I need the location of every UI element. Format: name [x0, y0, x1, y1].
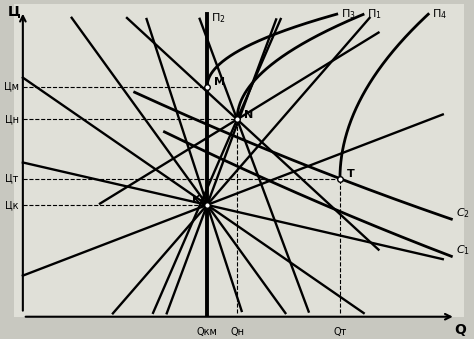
Text: Цм: Цм [4, 81, 18, 92]
Text: M: M [214, 77, 225, 87]
Text: Ц: Ц [8, 4, 21, 18]
Text: Qт: Qт [333, 326, 346, 337]
Text: Qкм: Qкм [197, 326, 218, 337]
Text: K: K [192, 195, 201, 205]
Text: $C_2$: $C_2$ [456, 206, 470, 220]
Text: $\Pi_2$: $\Pi_2$ [211, 11, 226, 24]
Text: $\Pi_4$: $\Pi_4$ [432, 7, 447, 21]
Text: Цк: Цк [5, 200, 18, 210]
Text: N: N [244, 110, 253, 120]
Text: $C_1$: $C_1$ [456, 243, 470, 257]
Text: Qн: Qн [230, 326, 244, 337]
Text: $\Pi_3$: $\Pi_3$ [341, 7, 356, 21]
Text: Цн: Цн [5, 114, 18, 124]
Text: Цт: Цт [5, 174, 18, 184]
Text: $\Pi_1$: $\Pi_1$ [367, 7, 382, 21]
Text: Q: Q [454, 323, 466, 337]
Text: T: T [346, 169, 354, 179]
